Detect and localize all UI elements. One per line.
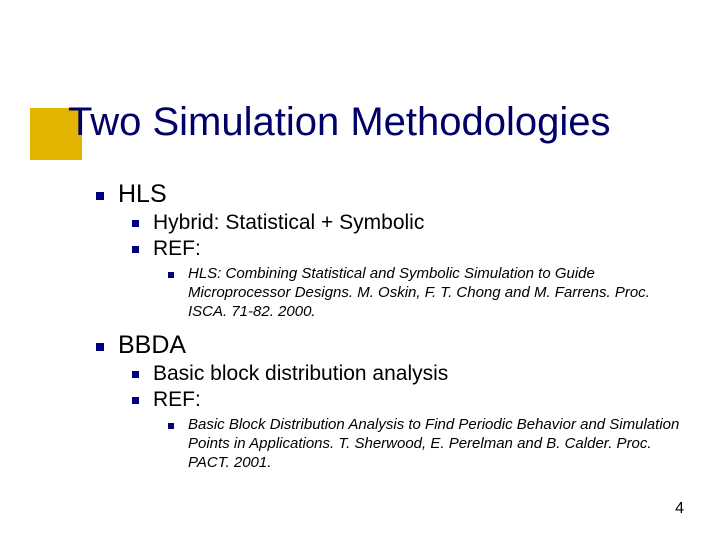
bullet-icon	[96, 192, 104, 200]
bullet-icon	[168, 272, 174, 278]
bullet-icon	[132, 220, 139, 227]
reference-item: HLS: Combining Statistical and Symbolic …	[168, 265, 690, 321]
list-item: Basic block distribution analysis	[132, 362, 690, 386]
slide-content: HLS Hybrid: Statistical + Symbolic REF: …	[96, 180, 690, 481]
page-number: 4	[675, 500, 684, 518]
section-heading: BBDA	[118, 331, 186, 360]
item-text: REF:	[153, 237, 201, 261]
item-text: Basic block distribution analysis	[153, 362, 448, 386]
list-item: REF:	[132, 237, 690, 261]
section-hls: HLS	[96, 180, 690, 209]
section-bbda: BBDA	[96, 331, 690, 360]
bullet-icon	[132, 246, 139, 253]
bullet-icon	[132, 397, 139, 404]
item-text: REF:	[153, 388, 201, 412]
item-text: Hybrid: Statistical + Symbolic	[153, 211, 424, 235]
list-item: REF:	[132, 388, 690, 412]
reference-text: Basic Block Distribution Analysis to Fin…	[188, 416, 690, 472]
bullet-icon	[96, 343, 104, 351]
reference-item: Basic Block Distribution Analysis to Fin…	[168, 416, 690, 472]
slide-title: Two Simulation Methodologies	[68, 100, 611, 145]
bullet-icon	[132, 371, 139, 378]
section-heading: HLS	[118, 180, 167, 209]
reference-text: HLS: Combining Statistical and Symbolic …	[188, 265, 690, 321]
bullet-icon	[168, 423, 174, 429]
list-item: Hybrid: Statistical + Symbolic	[132, 211, 690, 235]
